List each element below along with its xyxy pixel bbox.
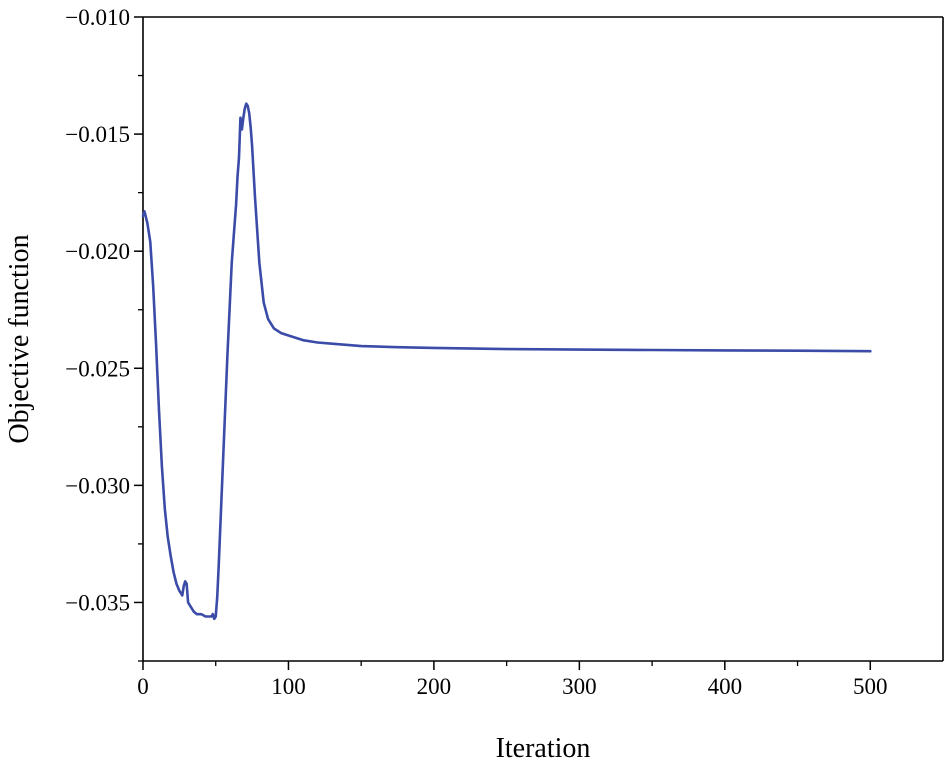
y-tick-label: −0.015 [65,122,130,147]
y-tick-label: −0.020 [65,239,130,264]
x-tick-label: 0 [137,674,149,699]
y-axis-label: Objective function [4,234,35,443]
y-tick-label: −0.010 [65,5,130,30]
x-tick-label: 200 [417,674,452,699]
x-tick-label: 400 [708,674,743,699]
series-line [141,102,872,621]
y-ticks: −0.035 −0.030 −0.025 −0.020 −0.015 −0.010 [65,5,143,662]
x-ticks: 0 100 200 300 400 500 [137,661,888,699]
x-tick-label: 100 [271,674,306,699]
x-tick-label: 300 [562,674,597,699]
x-tick-label: 500 [853,674,888,699]
series-layer [141,102,872,621]
y-tick-label: −0.025 [65,356,130,381]
y-tick-label: −0.030 [65,473,130,498]
plot-frame [142,16,944,662]
x-axis-label: Iteration [496,733,591,763]
y-tick-label: −0.035 [65,590,130,615]
